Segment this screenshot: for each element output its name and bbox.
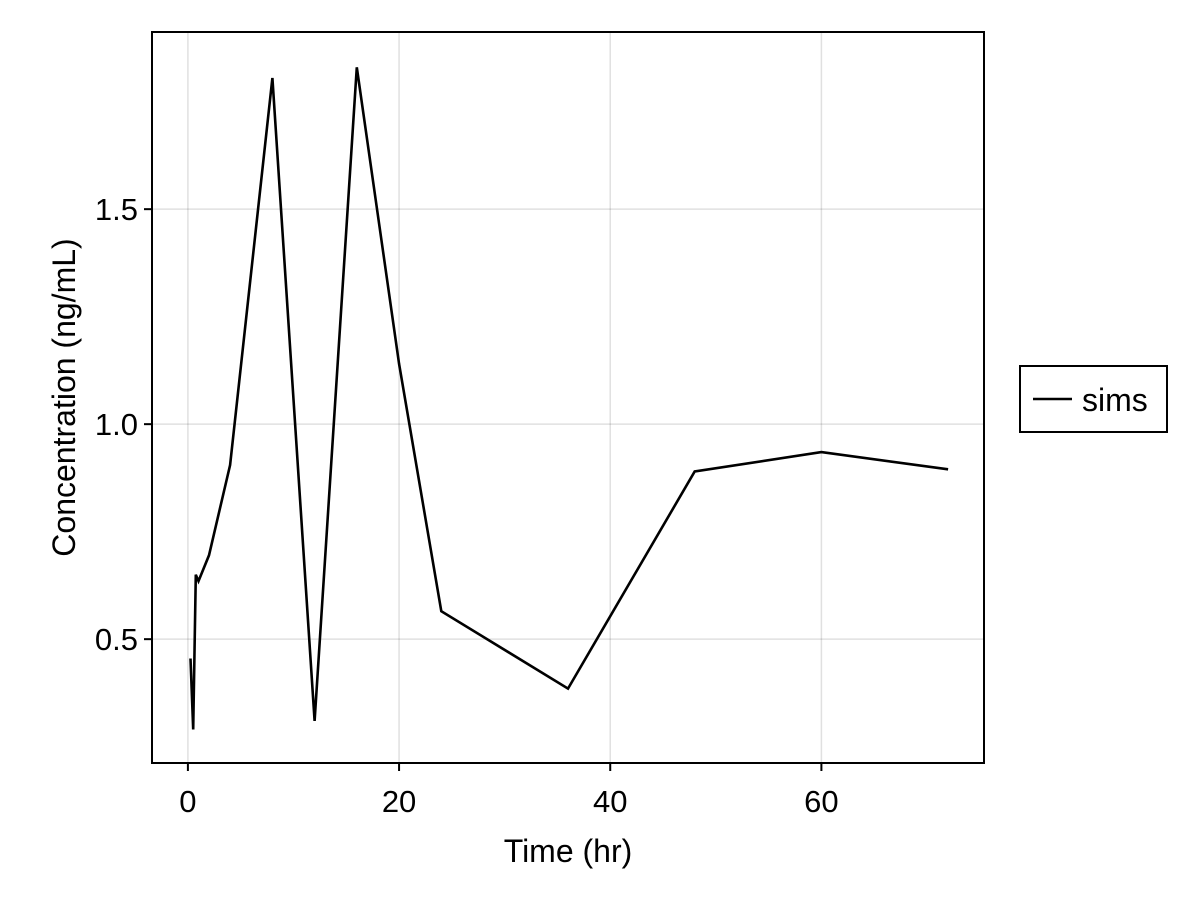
- x-tick-label: 40: [593, 784, 627, 819]
- x-axis-ticks: 0 20 40 60: [179, 763, 839, 819]
- x-tick-label: 0: [179, 784, 196, 819]
- x-tick-label: 20: [382, 784, 416, 819]
- y-tick-label: 1.0: [95, 407, 138, 442]
- y-tick-label: 1.5: [95, 192, 138, 227]
- series-line-sims: [189, 67, 949, 730]
- legend-label-sims: sims: [1082, 382, 1148, 418]
- series-layer: [189, 67, 949, 730]
- x-axis-label: Time (hr): [504, 833, 633, 869]
- grid: [152, 32, 984, 763]
- y-axis-ticks: 0.5 1.0 1.5: [95, 192, 152, 657]
- legend: sims: [1019, 365, 1168, 433]
- y-tick-label: 0.5: [95, 622, 138, 657]
- x-tick-label: 60: [804, 784, 838, 819]
- y-axis-label: Concentration (ng/mL): [46, 238, 82, 556]
- plot-frame: [151, 31, 985, 764]
